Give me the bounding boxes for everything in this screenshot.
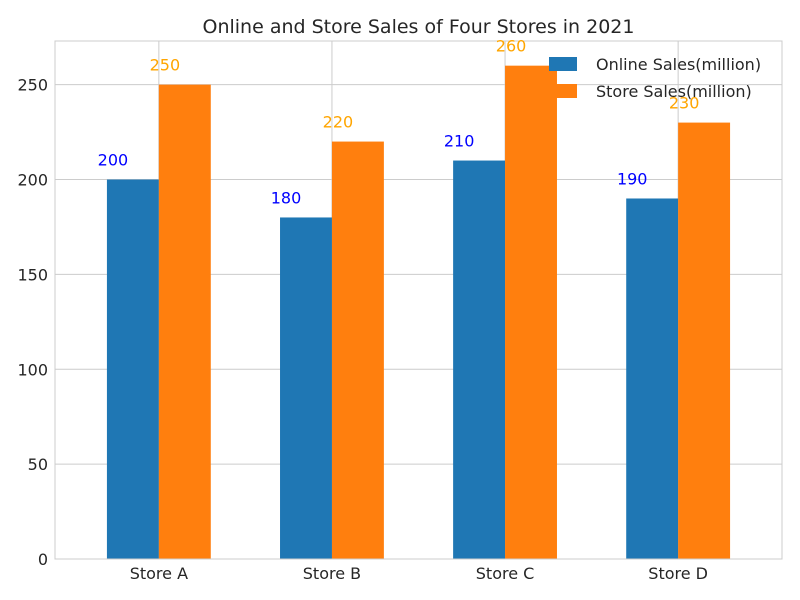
x-tick-label: Store C (476, 564, 535, 583)
bar-online-store-c (453, 160, 506, 560)
bar-store-store-b (331, 141, 384, 560)
bar-online-store-b (280, 217, 332, 559)
legend-label: Store Sales(million) (596, 82, 752, 101)
y-tick-label: 250 (17, 76, 48, 95)
data-label: 220 (323, 113, 354, 132)
x-tick-label: Store D (648, 564, 708, 583)
data-label: 250 (150, 56, 181, 75)
legend-label: Online Sales(million) (596, 55, 761, 74)
data-label: 200 (98, 151, 129, 170)
y-tick-label: 0 (38, 550, 48, 569)
bar-store-store-a (158, 84, 211, 560)
data-label: 180 (271, 188, 302, 207)
bar-online-store-d (626, 198, 679, 559)
plot-frame (54, 40, 783, 560)
data-label: 190 (617, 170, 648, 189)
axis-ticks: 0 50 100 150 200 250 Store A Store B Store C Stor… (17, 76, 708, 583)
data-label: 260 (496, 37, 527, 56)
y-tick-label: 200 (17, 171, 48, 190)
bar-online-store-a (106, 179, 159, 559)
bar-store-store-d (678, 122, 731, 559)
data-label: 230 (669, 94, 700, 113)
y-tick-label: 100 (17, 360, 48, 379)
legend-swatch (549, 84, 577, 98)
bar-store-store-c (505, 65, 557, 560)
data-labels: 200 180 210 190 250 220 260 230 (98, 37, 700, 208)
bars (106, 65, 731, 560)
data-label: 210 (444, 132, 475, 151)
legend-swatch (549, 57, 577, 71)
chart-title: Online and Store Sales of Four Stores in… (203, 16, 635, 38)
y-tick-label: 50 (28, 455, 48, 474)
legend: Online Sales(million) Store Sales(million… (549, 55, 761, 101)
y-tick-label: 150 (17, 265, 48, 284)
x-tick-label: Store A (130, 564, 188, 583)
x-tick-label: Store B (303, 564, 361, 583)
